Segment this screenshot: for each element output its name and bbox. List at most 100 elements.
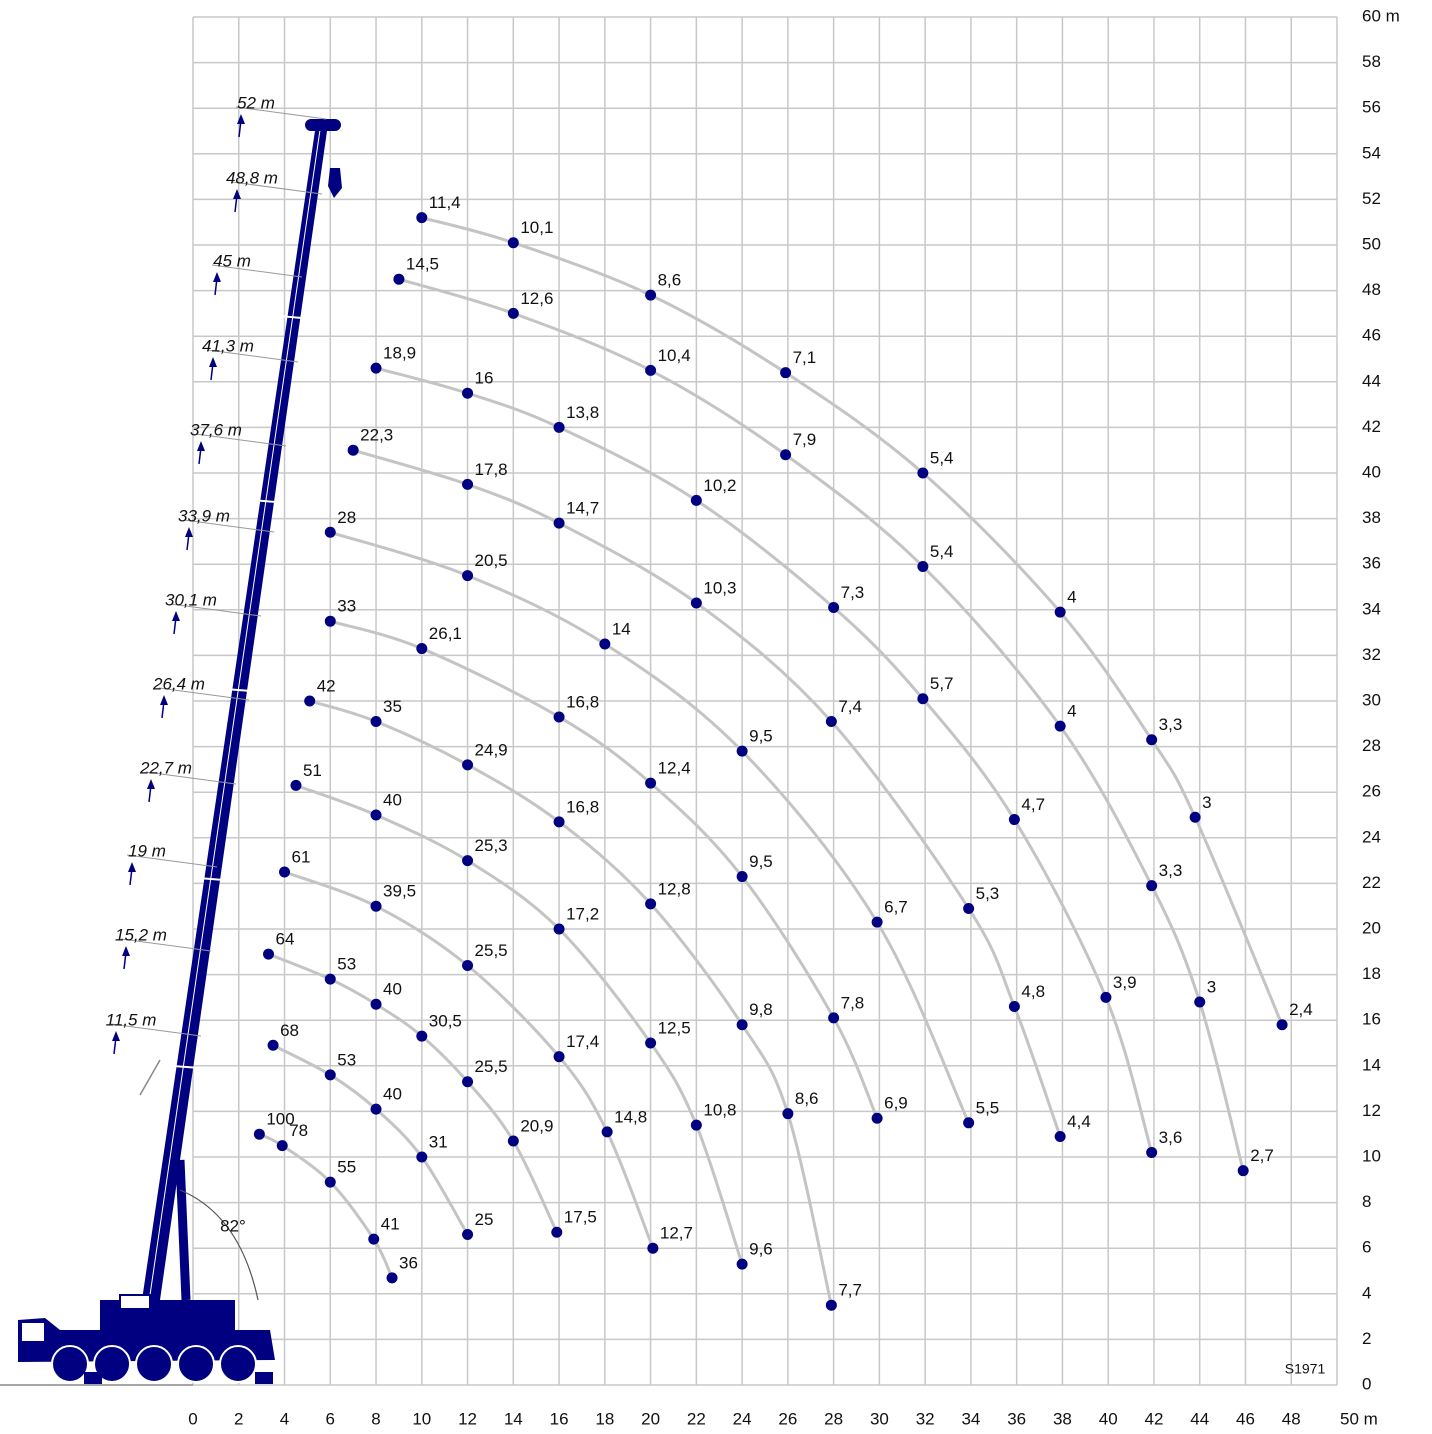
load-label: 6,7 bbox=[884, 898, 908, 917]
load-point bbox=[508, 1136, 519, 1147]
load-label: 5,4 bbox=[930, 448, 954, 467]
boom-length-arrowhead bbox=[233, 189, 241, 199]
load-point bbox=[325, 1069, 336, 1080]
boom-length-label: 22,7 m bbox=[139, 758, 192, 777]
load-point bbox=[780, 367, 791, 378]
load-point bbox=[554, 711, 565, 722]
load-label: 4 bbox=[1067, 588, 1076, 607]
load-point bbox=[325, 1177, 336, 1188]
boom-length-label: 26,4 m bbox=[152, 674, 205, 693]
load-label: 7,9 bbox=[793, 430, 817, 449]
load-point bbox=[371, 1104, 382, 1115]
load-point bbox=[416, 643, 427, 654]
load-label: 5,5 bbox=[976, 1098, 1000, 1117]
y-tick-label: 28 bbox=[1362, 736, 1381, 755]
y-tick-label: 12 bbox=[1362, 1101, 1381, 1120]
load-point bbox=[554, 816, 565, 827]
load-point bbox=[462, 960, 473, 971]
load-label: 3,3 bbox=[1159, 861, 1183, 880]
boom-length-arrowhead bbox=[213, 272, 221, 282]
load-point bbox=[872, 1113, 883, 1124]
load-point bbox=[917, 693, 928, 704]
outrigger bbox=[84, 1372, 102, 1384]
load-point bbox=[508, 237, 519, 248]
x-tick-label: 6 bbox=[326, 1409, 335, 1428]
load-label: 40 bbox=[383, 980, 402, 999]
y-tick-label: 30 bbox=[1362, 690, 1381, 709]
load-label: 10,8 bbox=[703, 1101, 736, 1120]
load-label: 10,3 bbox=[703, 578, 736, 597]
load-point bbox=[1009, 1001, 1020, 1012]
load-point bbox=[462, 570, 473, 581]
boom-length-label: 37,6 m bbox=[190, 420, 242, 439]
load-label: 40 bbox=[383, 1085, 402, 1104]
load-point bbox=[917, 468, 928, 479]
load-point bbox=[371, 716, 382, 727]
luffing-cylinder bbox=[180, 1160, 186, 1300]
load-label: 14,5 bbox=[406, 255, 439, 274]
boom-length-arrowhead bbox=[128, 862, 136, 872]
load-point bbox=[1146, 734, 1157, 745]
load-point bbox=[254, 1129, 265, 1140]
y-tick-label: 34 bbox=[1362, 599, 1381, 618]
load-point bbox=[462, 855, 473, 866]
load-point bbox=[872, 917, 883, 928]
load-label: 24,9 bbox=[475, 740, 508, 759]
load-label: 51 bbox=[303, 761, 322, 780]
load-point bbox=[554, 1051, 565, 1062]
load-label: 9,6 bbox=[749, 1240, 773, 1259]
load-point bbox=[1055, 721, 1066, 732]
x-tick-label: 18 bbox=[595, 1409, 614, 1428]
load-label: 16 bbox=[475, 369, 494, 388]
load-point bbox=[599, 639, 610, 650]
load-point bbox=[554, 518, 565, 529]
load-label: 12,8 bbox=[658, 879, 691, 898]
load-label: 3,6 bbox=[1159, 1128, 1183, 1147]
x-tick-label: 50 m bbox=[1340, 1409, 1378, 1428]
load-label: 28 bbox=[337, 508, 356, 527]
boom-length-arrowhead bbox=[185, 527, 193, 537]
load-label: 7,3 bbox=[841, 583, 865, 602]
boom-length-arrowhead bbox=[160, 695, 168, 705]
load-label: 11,4 bbox=[429, 193, 461, 212]
load-point bbox=[602, 1126, 613, 1137]
y-tick-label: 8 bbox=[1362, 1192, 1371, 1211]
boom-length-label: 45 m bbox=[213, 251, 251, 270]
load-label: 14,7 bbox=[566, 499, 599, 518]
load-point bbox=[368, 1234, 379, 1245]
x-tick-label: 42 bbox=[1144, 1409, 1163, 1428]
load-point bbox=[645, 778, 656, 789]
x-tick-label: 32 bbox=[916, 1409, 935, 1428]
y-tick-label: 54 bbox=[1362, 143, 1381, 162]
load-label: 61 bbox=[292, 847, 311, 866]
outrigger bbox=[255, 1372, 273, 1384]
load-label: 6,9 bbox=[884, 1094, 908, 1113]
curves bbox=[259, 218, 1282, 1306]
x-tick-label: 26 bbox=[778, 1409, 797, 1428]
load-point bbox=[645, 1038, 656, 1049]
y-tick-label: 46 bbox=[1362, 326, 1381, 345]
load-label: 5,7 bbox=[930, 674, 954, 693]
load-label: 36 bbox=[399, 1253, 418, 1272]
load-label: 31 bbox=[429, 1132, 448, 1151]
winch bbox=[120, 1295, 150, 1309]
load-label: 10,4 bbox=[658, 346, 691, 365]
load-label: 22,3 bbox=[360, 426, 393, 445]
grid bbox=[193, 17, 1337, 1385]
load-point bbox=[554, 924, 565, 935]
load-label: 13,8 bbox=[566, 403, 599, 422]
load-point bbox=[963, 903, 974, 914]
load-label: 4 bbox=[1067, 702, 1076, 721]
angle-arc bbox=[180, 1190, 258, 1300]
load-label: 78 bbox=[289, 1121, 308, 1140]
y-tick-label: 14 bbox=[1362, 1055, 1381, 1074]
load-label: 53 bbox=[337, 955, 356, 974]
load-label: 17,2 bbox=[566, 904, 599, 923]
load-point bbox=[325, 616, 336, 627]
load-point bbox=[737, 871, 748, 882]
load-point bbox=[1055, 1131, 1066, 1142]
load-point bbox=[325, 527, 336, 538]
boom-length-label: 33,9 m bbox=[178, 506, 230, 525]
x-tick-label: 20 bbox=[641, 1409, 660, 1428]
load-label: 8,6 bbox=[795, 1089, 819, 1108]
